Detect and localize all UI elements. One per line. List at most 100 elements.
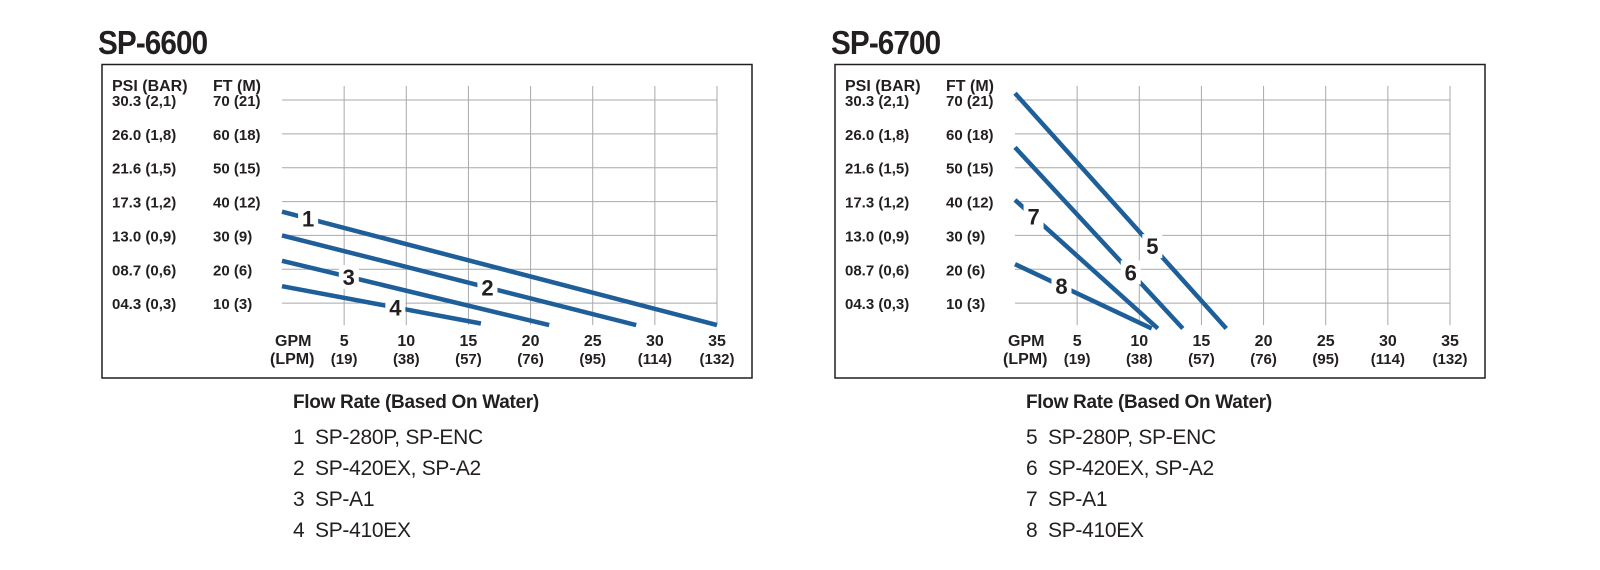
x-tick-label-lpm: (38) (393, 351, 420, 368)
x-tick-label-gpm: 35 (708, 333, 726, 350)
y-tick-label-psi: 13.0 (0,9) (845, 228, 909, 245)
series-label: 7 (1027, 205, 1039, 230)
legend-item: 2 SP-420EX, SP-A2 (293, 457, 483, 488)
chart-title: SP-6700 (831, 24, 941, 61)
y-axis-header-ft: FT (M) (213, 78, 261, 95)
legend-number: 8 (1026, 519, 1038, 542)
x-tick-label-gpm: 30 (1379, 333, 1397, 350)
x-tick-label-gpm: 20 (522, 333, 540, 350)
series-line (1013, 91, 1228, 331)
series-line (281, 258, 550, 328)
x-tick-label-lpm: (132) (1432, 351, 1467, 368)
legend-number: 3 (293, 488, 305, 511)
x-tick-label-lpm: (57) (455, 351, 482, 368)
y-tick-label-ft: 10 (3) (946, 296, 985, 313)
y-tick-label-ft: 60 (18) (946, 127, 994, 144)
legend-label: SP-280P, SP-ENC (1048, 426, 1216, 449)
y-tick-label-psi: 13.0 (0,9) (112, 228, 176, 245)
x-tick-label-lpm: (76) (1250, 351, 1277, 368)
legend-label: SP-410EX (315, 519, 411, 542)
y-tick-label-psi: 08.7 (0,6) (112, 262, 176, 279)
x-tick-label-gpm: 35 (1441, 333, 1459, 350)
series-label-bg (1142, 234, 1163, 259)
legend-number: 2 (293, 457, 305, 480)
x-tick-label-lpm: (38) (1126, 351, 1153, 368)
x-tick-label-lpm: (95) (1312, 351, 1339, 368)
y-tick-label-ft: 70 (21) (946, 93, 994, 110)
chart-frame (101, 63, 753, 379)
x-axis-unit-gpm: GPM (1008, 333, 1044, 350)
y-tick-label-ft: 30 (9) (946, 228, 985, 245)
x-tick-label-lpm: (132) (699, 351, 734, 368)
pump-chart-panel: SP-6700 PSI (BAR) FT (M) 04.3 (0,3) 10 (3) 0… (829, 0, 1519, 570)
x-tick-label-lpm: (95) (579, 351, 606, 368)
chart-frame (834, 63, 1486, 379)
x-tick-label-lpm: (57) (1188, 351, 1215, 368)
legend-number: 1 (293, 426, 305, 449)
x-tick-label-gpm: 10 (397, 333, 415, 350)
x-tick-label-gpm: 25 (1317, 333, 1335, 350)
legend-item: 7 SP-A1 (1026, 488, 1216, 519)
legend-number: 6 (1026, 457, 1038, 480)
y-axis-header-psi: PSI (BAR) (112, 78, 188, 95)
x-axis-unit-lpm: (LPM) (1003, 351, 1047, 368)
series-label: 3 (343, 265, 355, 290)
legend-label: SP-420EX, SP-A2 (315, 457, 481, 480)
series-label: 5 (1146, 234, 1158, 259)
legend-item: 1 SP-280P, SP-ENC (293, 426, 483, 457)
series-line (281, 283, 482, 326)
x-tick-label-lpm: (19) (1064, 351, 1091, 368)
y-tick-label-ft: 20 (6) (213, 262, 252, 279)
x-tick-label-gpm: 15 (460, 333, 478, 350)
y-tick-label-ft: 50 (15) (213, 161, 261, 178)
series-line (1013, 145, 1185, 331)
x-tick-label-gpm: 25 (584, 333, 602, 350)
legend-label: SP-A1 (1048, 488, 1108, 511)
y-tick-label-psi: 17.3 (1,2) (845, 195, 909, 212)
y-tick-label-ft: 50 (15) (946, 161, 994, 178)
y-tick-label-ft: 40 (12) (213, 195, 261, 212)
legend-label: SP-420EX, SP-A2 (1048, 457, 1214, 480)
series-label-bg (1120, 260, 1141, 285)
chart-caption: Flow Rate (Based On Water) (1026, 392, 1272, 413)
legend-item: 8 SP-410EX (1026, 519, 1216, 550)
x-tick-label-lpm: (76) (517, 351, 544, 368)
legend-number: 4 (293, 519, 305, 542)
chart-caption: Flow Rate (Based On Water) (293, 392, 539, 413)
legend-number: 7 (1026, 488, 1038, 511)
performance-chart: PSI (BAR) FT (M) 04.3 (0,3) 10 (3) 08.7 (0,6… (834, 63, 1486, 379)
series-legend: 5 SP-280P, SP-ENC 6 SP-420EX, SP-A2 7 SP-A1… (1026, 426, 1216, 550)
series-label: 8 (1055, 274, 1067, 299)
legend-item: 3 SP-A1 (293, 488, 483, 519)
y-axis-header-ft: FT (M) (946, 78, 994, 95)
series-label-bg (298, 206, 319, 231)
legend-item: 4 SP-410EX (293, 519, 483, 550)
series-label-bg (1051, 274, 1072, 299)
legend-label: SP-280P, SP-ENC (315, 426, 483, 449)
y-tick-label-ft: 60 (18) (213, 127, 261, 144)
legend-label: SP-A1 (315, 488, 375, 511)
legend-item: 6 SP-420EX, SP-A2 (1026, 457, 1216, 488)
y-axis-header-psi: PSI (BAR) (845, 78, 921, 95)
y-tick-label-psi: 04.3 (0,3) (845, 296, 909, 313)
y-tick-label-psi: 30.3 (2,1) (845, 93, 909, 110)
series-label: 6 (1125, 260, 1137, 285)
series-label-bg (1023, 204, 1044, 229)
x-tick-label-lpm: (114) (1371, 351, 1405, 368)
legend-item: 5 SP-280P, SP-ENC (1026, 426, 1216, 457)
series-line (1014, 262, 1153, 331)
series-line (281, 233, 637, 328)
y-tick-label-ft: 20 (6) (946, 262, 985, 279)
y-tick-label-psi: 30.3 (2,1) (112, 93, 176, 110)
x-tick-label-gpm: 5 (1073, 333, 1082, 350)
performance-chart: PSI (BAR) FT (M) 04.3 (0,3) 10 (3) 08.7 (0,6… (101, 63, 753, 379)
series-label: 2 (481, 275, 493, 300)
chart-title: SP-6600 (98, 24, 208, 61)
legend-number: 5 (1026, 426, 1038, 449)
y-tick-label-psi: 17.3 (1,2) (112, 195, 176, 212)
y-tick-label-ft: 40 (12) (946, 195, 994, 212)
series-label-bg (338, 264, 359, 289)
y-tick-label-psi: 21.6 (1,5) (112, 161, 176, 178)
series-label: 4 (389, 295, 402, 320)
y-tick-label-psi: 26.0 (1,8) (845, 127, 909, 144)
